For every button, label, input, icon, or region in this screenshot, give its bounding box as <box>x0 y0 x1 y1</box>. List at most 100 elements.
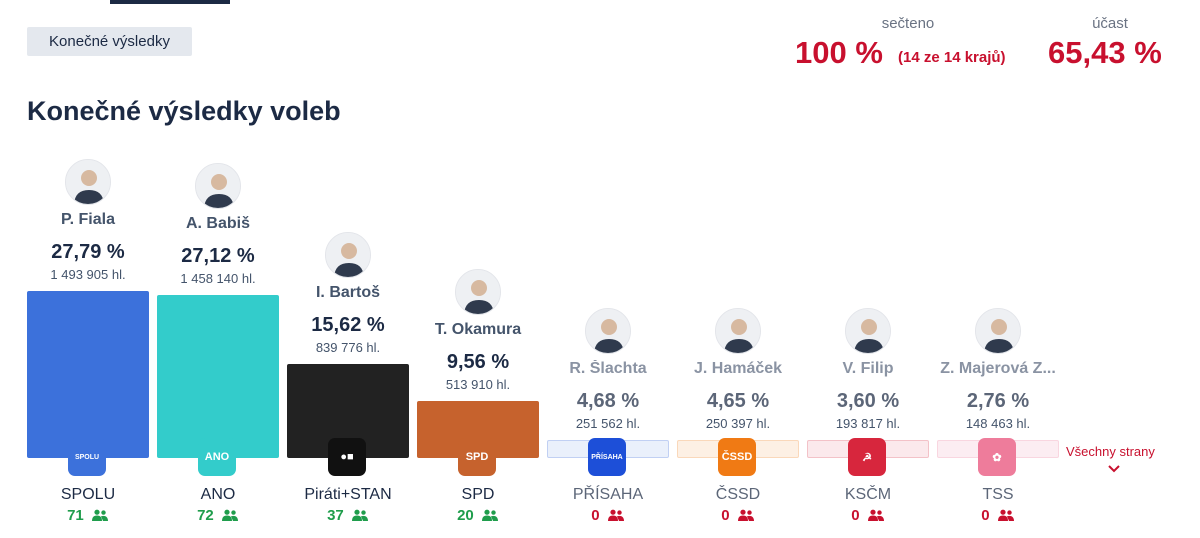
seat-number: 0 <box>721 507 730 524</box>
party-logo-icon: ☭ <box>848 438 886 476</box>
party-column[interactable]: I. Bartoš 15,62 % 839 776 hl. ●■ Piráti+… <box>287 0 409 538</box>
party-logo-icon: PŘÍSAHA <box>588 438 626 476</box>
party-name: SPOLU <box>60 486 116 503</box>
person-icon <box>976 309 1020 353</box>
party-column[interactable]: R. Šlachta 4,68 % 251 562 hl. PŘÍSAHA PŘ… <box>547 0 669 538</box>
candidate-name: T. Okamura <box>434 321 522 338</box>
candidate-name: P. Fiala <box>61 211 115 228</box>
chevron-down-icon[interactable] <box>1108 462 1120 476</box>
party-name: KSČM <box>844 486 892 503</box>
seat-number: 37 <box>327 507 344 524</box>
candidate-name: Z. Majerová Z... <box>940 360 1056 377</box>
people-icon <box>997 509 1014 521</box>
party-column[interactable]: T. Okamura 9,56 % 513 910 hl. SPD SPD 20 <box>417 0 539 538</box>
party-name: SPD <box>461 486 495 503</box>
people-icon <box>607 509 624 521</box>
person-icon <box>196 164 240 208</box>
seat-number: 71 <box>67 507 84 524</box>
percent-value: 15,62 % <box>311 314 385 336</box>
tab-final-results[interactable]: Konečné výsledky <box>27 27 192 56</box>
vote-count: 148 463 hl. <box>965 416 1031 431</box>
result-bar <box>27 291 149 458</box>
seat-count: 20 <box>417 507 539 524</box>
counted-value: 100 % <box>795 35 883 70</box>
person-icon <box>326 233 370 277</box>
person-icon <box>716 309 760 353</box>
seat-number: 72 <box>197 507 214 524</box>
candidate-photo <box>455 269 501 315</box>
vote-count: 513 910 hl. <box>445 377 511 392</box>
candidate-photo <box>195 163 241 209</box>
seat-number: 0 <box>591 507 600 524</box>
people-icon <box>221 509 238 521</box>
percent-value: 9,56 % <box>446 351 510 373</box>
candidate-name: A. Babiš <box>185 215 250 232</box>
seat-number: 0 <box>851 507 860 524</box>
seat-number: 0 <box>981 507 990 524</box>
person-icon <box>456 270 500 314</box>
party-column[interactable]: J. Hamáček 4,65 % 250 397 hl. ČSSD ČSSD … <box>677 0 799 538</box>
vote-count: 1 493 905 hl. <box>50 267 126 282</box>
person-icon <box>66 160 110 204</box>
counted-label: sečteno <box>881 15 935 32</box>
candidate-name: I. Bartoš <box>315 284 380 301</box>
candidate-photo <box>325 232 371 278</box>
percent-value: 4,68 % <box>576 390 640 412</box>
party-name: ČSSD <box>715 486 761 503</box>
people-icon <box>867 509 884 521</box>
candidate-photo <box>845 308 891 354</box>
seat-count: 71 <box>27 507 149 524</box>
party-logo-icon: ČSSD <box>718 438 756 476</box>
people-icon <box>351 509 368 521</box>
party-logo-icon: SPOLU <box>68 438 106 476</box>
people-icon <box>481 509 498 521</box>
seat-count: 72 <box>157 507 279 524</box>
seat-count: 0 <box>677 507 799 524</box>
people-icon <box>91 509 108 521</box>
party-logo-icon: ●■ <box>328 438 366 476</box>
party-logo-icon: SPD <box>458 438 496 476</box>
vote-count: 250 397 hl. <box>705 416 771 431</box>
candidate-photo <box>715 308 761 354</box>
party-column[interactable]: A. Babiš 27,12 % 1 458 140 hl. ANO ANO 7… <box>157 0 279 538</box>
party-logo-icon: ✿ <box>978 438 1016 476</box>
header-remnant <box>110 0 230 4</box>
seat-count: 0 <box>807 507 929 524</box>
candidate-name: R. Šlachta <box>569 360 647 377</box>
seat-count: 37 <box>287 507 409 524</box>
vote-count: 839 776 hl. <box>315 340 381 355</box>
seat-count: 0 <box>937 507 1059 524</box>
vote-count: 1 458 140 hl. <box>180 271 256 286</box>
party-name: TSS <box>982 486 1014 503</box>
percent-value: 4,65 % <box>706 390 770 412</box>
party-logo-icon: ANO <box>198 438 236 476</box>
party-column[interactable]: Z. Majerová Z... 2,76 % 148 463 hl. ✿ TS… <box>937 0 1059 538</box>
candidate-photo <box>585 308 631 354</box>
vote-count: 251 562 hl. <box>575 416 641 431</box>
party-name: PŘÍSAHA <box>572 486 644 503</box>
party-name: Piráti+STAN <box>304 486 392 503</box>
percent-value: 27,79 % <box>51 241 125 263</box>
party-name: ANO <box>200 486 236 503</box>
result-bar <box>157 295 279 458</box>
percent-value: 3,60 % <box>836 390 900 412</box>
percent-value: 2,76 % <box>966 390 1030 412</box>
candidate-photo <box>975 308 1021 354</box>
party-column[interactable]: V. Filip 3,60 % 193 817 hl. ☭ KSČM 0 <box>807 0 929 538</box>
seat-count: 0 <box>547 507 669 524</box>
seat-number: 20 <box>457 507 474 524</box>
turnout-value: 65,43 % <box>1048 35 1162 70</box>
person-icon <box>586 309 630 353</box>
counted-regions: (14 ze 14 krajů) <box>898 49 1006 66</box>
candidate-photo <box>65 159 111 205</box>
all-parties-link[interactable]: Všechny strany <box>1066 444 1155 459</box>
page-title: Konečné výsledky voleb <box>27 96 341 126</box>
candidate-name: V. Filip <box>842 360 894 377</box>
candidate-name: J. Hamáček <box>693 360 783 377</box>
turnout-label: účast <box>1092 15 1128 32</box>
percent-value: 27,12 % <box>181 245 255 267</box>
party-column[interactable]: P. Fiala 27,79 % 1 493 905 hl. SPOLU SPO… <box>27 0 149 538</box>
people-icon <box>737 509 754 521</box>
person-icon <box>846 309 890 353</box>
vote-count: 193 817 hl. <box>835 416 901 431</box>
